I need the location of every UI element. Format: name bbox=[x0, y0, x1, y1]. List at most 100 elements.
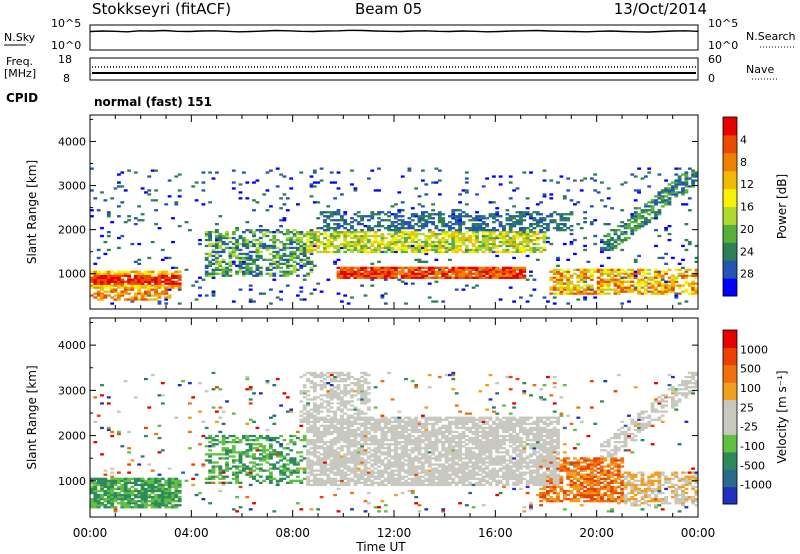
power-cell bbox=[333, 231, 337, 234]
power-cell bbox=[525, 300, 530, 303]
power-cell bbox=[667, 193, 672, 196]
power-cell bbox=[660, 256, 665, 260]
power-cell bbox=[421, 248, 425, 252]
power-cell bbox=[103, 276, 108, 279]
power-cell bbox=[397, 270, 402, 273]
power-cell bbox=[400, 274, 405, 277]
velocity-cell bbox=[400, 481, 405, 484]
velocity-cell bbox=[363, 510, 368, 513]
power-cell bbox=[464, 227, 469, 230]
power-cell bbox=[397, 272, 402, 275]
power-cell bbox=[644, 284, 648, 287]
velocity-cell bbox=[316, 373, 321, 377]
power-cell bbox=[204, 252, 209, 256]
power-cell bbox=[201, 203, 206, 206]
velocity-cell bbox=[174, 504, 179, 507]
power-cell bbox=[360, 236, 364, 240]
power-cell bbox=[654, 201, 658, 204]
power-cell bbox=[117, 181, 121, 184]
power-cell bbox=[630, 284, 635, 287]
power-cell bbox=[133, 276, 138, 279]
power-cell bbox=[292, 254, 297, 258]
velocity-cell bbox=[144, 498, 148, 501]
power-cell bbox=[424, 266, 429, 269]
power-cell bbox=[414, 223, 419, 226]
power-cell bbox=[269, 288, 273, 291]
power-cell bbox=[225, 262, 229, 265]
power-cell bbox=[448, 270, 452, 273]
power-cell bbox=[508, 274, 513, 277]
power-cell bbox=[228, 254, 233, 258]
velocity-cell bbox=[258, 449, 263, 452]
power-cell bbox=[620, 183, 625, 186]
power-cell bbox=[377, 250, 381, 254]
power-cell bbox=[137, 286, 142, 289]
power-cell bbox=[464, 276, 469, 279]
power-cell bbox=[211, 177, 216, 180]
power-cell bbox=[654, 272, 658, 275]
power-cell bbox=[431, 242, 435, 246]
power-cell bbox=[164, 272, 169, 275]
power-cell bbox=[319, 179, 324, 182]
velocity-cell bbox=[312, 447, 317, 450]
velocity-cell bbox=[340, 483, 344, 487]
power-cell bbox=[444, 234, 449, 238]
velocity-cell bbox=[289, 481, 294, 484]
power-cell bbox=[404, 282, 408, 285]
power-cell bbox=[431, 234, 435, 238]
velocity-cell bbox=[377, 420, 381, 423]
velocity-cell bbox=[373, 441, 378, 444]
power-cell bbox=[667, 201, 672, 204]
power-cell bbox=[481, 221, 486, 224]
power-cell bbox=[556, 288, 560, 291]
power-cell bbox=[519, 250, 523, 254]
velocity-cell bbox=[100, 487, 104, 491]
velocity-cell bbox=[117, 485, 121, 489]
power-cell bbox=[238, 183, 243, 186]
power-cell bbox=[633, 286, 638, 289]
power-cell bbox=[671, 185, 675, 188]
velocity-cell bbox=[400, 483, 405, 487]
power-cell bbox=[100, 227, 104, 230]
power-cell bbox=[505, 213, 510, 216]
velocity-cell bbox=[211, 445, 216, 448]
velocity-cell bbox=[367, 398, 371, 401]
velocity-cell bbox=[106, 481, 111, 484]
power-cell bbox=[586, 276, 591, 279]
power-cell bbox=[583, 272, 587, 275]
power-cell bbox=[421, 169, 425, 172]
power-cell bbox=[464, 250, 469, 254]
power-cell bbox=[377, 276, 381, 279]
power-cell bbox=[275, 229, 280, 232]
velocity-cell bbox=[370, 424, 375, 427]
power-cell bbox=[137, 284, 142, 287]
velocity-cell bbox=[252, 434, 256, 438]
power-cell bbox=[373, 213, 378, 216]
power-cell bbox=[461, 221, 466, 224]
power-cell bbox=[650, 278, 655, 281]
power-cell bbox=[414, 236, 419, 240]
power-cell bbox=[208, 242, 212, 246]
velocity-cell bbox=[110, 498, 115, 501]
power-cell bbox=[117, 276, 121, 279]
power-cell bbox=[505, 276, 510, 279]
power-cell bbox=[623, 286, 628, 289]
power-cell bbox=[522, 229, 527, 232]
velocity-cell bbox=[302, 469, 307, 472]
power-cell bbox=[569, 276, 574, 279]
power-cell bbox=[360, 215, 364, 218]
velocity-cell bbox=[394, 430, 398, 434]
velocity-cell bbox=[147, 504, 152, 507]
power-cell bbox=[681, 193, 685, 196]
velocity-cell bbox=[221, 483, 226, 487]
power-cell bbox=[644, 276, 648, 279]
velocity-cell bbox=[309, 453, 314, 456]
velocity-cell bbox=[292, 443, 297, 446]
velocity-cell bbox=[144, 489, 148, 493]
power-cell bbox=[312, 288, 317, 291]
velocity-cell bbox=[245, 443, 250, 446]
power-cell bbox=[147, 193, 152, 196]
power-cell bbox=[532, 248, 537, 252]
power-cell bbox=[691, 181, 695, 184]
power-cell bbox=[458, 215, 462, 218]
